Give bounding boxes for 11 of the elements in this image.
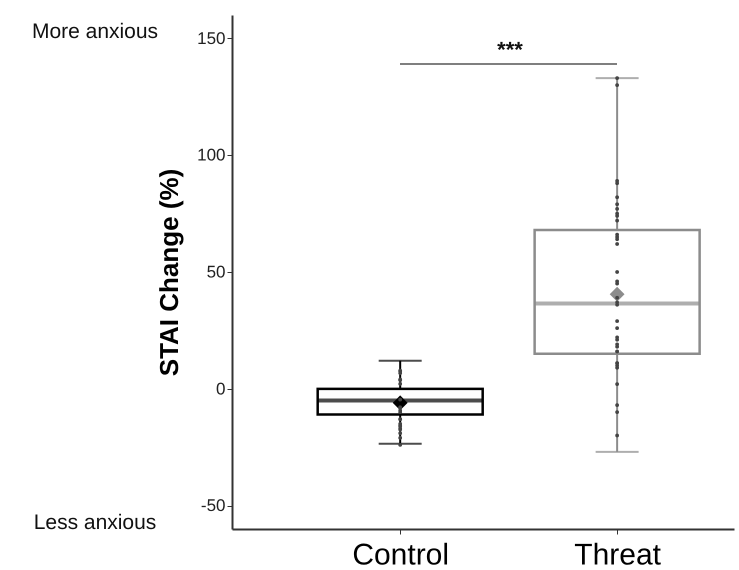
y-tick-label: 150 (197, 28, 226, 48)
x-tick-label: Control (352, 538, 450, 570)
text: Less anxious (34, 511, 156, 534)
text: More anxious (32, 20, 158, 43)
y-tick-label: -50 (200, 496, 226, 516)
y-tick-label: 50 (206, 262, 226, 282)
x-tick-label: Threat (574, 538, 662, 570)
y-axis-title: STAI Change (%) (154, 168, 184, 376)
annotation: *** (497, 37, 524, 62)
y-tick-label: 0 (216, 379, 226, 398)
y-tick-label: 100 (197, 146, 226, 165)
